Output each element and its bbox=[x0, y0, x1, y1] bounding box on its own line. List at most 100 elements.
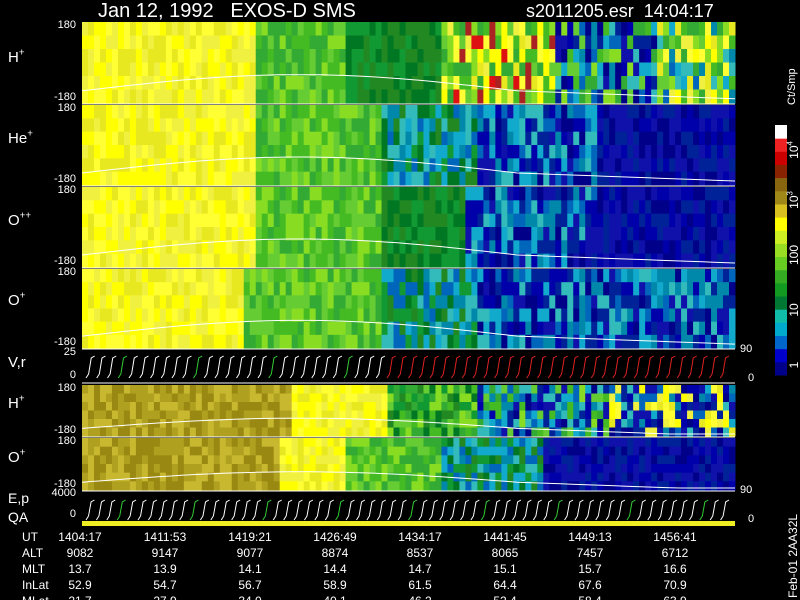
spectrogram-cell bbox=[579, 438, 586, 448]
spectrogram-cell bbox=[225, 402, 233, 411]
spectrogram-cell bbox=[375, 269, 383, 283]
spectrogram-cell bbox=[189, 446, 197, 456]
spectrogram-cell bbox=[465, 481, 472, 491]
spectrogram-cell bbox=[411, 295, 418, 309]
spectrogram-cell bbox=[705, 321, 712, 336]
spectrogram-cell bbox=[135, 227, 143, 241]
spectrogram-cell bbox=[369, 240, 377, 255]
spectrogram-cell bbox=[507, 227, 514, 241]
spectrogram-cell bbox=[123, 22, 131, 36]
spectrogram-cell bbox=[225, 187, 233, 201]
spectrogram-cell bbox=[261, 213, 269, 228]
spectrogram-cell bbox=[231, 393, 239, 403]
spectrogram-cell bbox=[519, 105, 526, 119]
spectrogram-cell bbox=[213, 321, 221, 336]
spectrogram-cell bbox=[357, 308, 365, 323]
sawtooth bbox=[595, 499, 605, 521]
spectrogram-cell bbox=[585, 427, 592, 437]
spectrogram-cell bbox=[579, 321, 586, 336]
spectrogram-cell bbox=[585, 105, 592, 119]
spectrogram-cell bbox=[207, 481, 215, 491]
spectrogram-cell bbox=[693, 321, 700, 336]
spectrogram-cell bbox=[123, 240, 131, 255]
spectrogram-cell bbox=[573, 118, 580, 133]
spectrogram-cell bbox=[495, 22, 502, 36]
spectrogram-cell bbox=[621, 22, 628, 36]
ephemeris-value: 9077 bbox=[237, 546, 264, 560]
spectrogram-cell bbox=[687, 253, 694, 268]
spectrogram-cell bbox=[519, 35, 526, 50]
spectrogram-cell bbox=[717, 89, 724, 104]
sawtooth bbox=[158, 499, 168, 521]
spectrogram-cell bbox=[279, 62, 287, 77]
spectrogram-cell bbox=[111, 419, 119, 428]
spectrogram-cell bbox=[255, 321, 263, 336]
spectrogram-cell bbox=[315, 118, 323, 133]
spectrogram-cell bbox=[555, 200, 562, 215]
spectrogram-cell bbox=[171, 334, 179, 349]
spectrogram-cell bbox=[213, 269, 221, 283]
spectrogram-cell bbox=[165, 35, 173, 50]
spectrogram-cell bbox=[561, 35, 568, 50]
spectrogram-cell bbox=[399, 427, 407, 437]
spectrogram-cell bbox=[435, 282, 442, 296]
spectrogram-cell bbox=[489, 187, 496, 201]
spectrogram-cell bbox=[597, 419, 604, 428]
spectrogram-cell bbox=[513, 438, 520, 448]
spectrogram-cell bbox=[393, 240, 401, 255]
spectrogram-cell bbox=[429, 438, 436, 448]
spectrogram-cell bbox=[399, 472, 407, 482]
spectrogram-cell bbox=[429, 334, 436, 349]
spectrogram-cell bbox=[327, 334, 335, 349]
spectrogram-cell bbox=[561, 438, 568, 448]
spectrogram-cell bbox=[153, 227, 161, 241]
spectrogram-cell bbox=[165, 282, 173, 296]
spectrogram-cell bbox=[375, 385, 383, 394]
spectrogram-cell bbox=[627, 49, 634, 63]
spectrogram-cell bbox=[111, 410, 119, 420]
sawtooth bbox=[314, 499, 324, 521]
spectrogram-cell bbox=[561, 410, 568, 420]
spectrogram-cell bbox=[165, 105, 173, 119]
spectrogram-cell bbox=[195, 464, 203, 474]
spectrogram-cell bbox=[195, 200, 203, 215]
spectrogram-cell bbox=[429, 402, 436, 411]
spectrogram-cell bbox=[171, 385, 179, 394]
spectrogram-cell bbox=[375, 282, 383, 296]
spectrogram-cell bbox=[87, 227, 95, 241]
spectrogram-cell bbox=[429, 76, 436, 90]
spectrogram-cell bbox=[639, 427, 646, 437]
spectrogram-cell bbox=[723, 269, 730, 283]
spectrogram-cell bbox=[435, 393, 442, 403]
spectrogram-cell bbox=[345, 402, 353, 411]
spectrogram-cell bbox=[82, 240, 89, 255]
spectrogram-cell bbox=[255, 213, 263, 228]
spectrogram-cell bbox=[543, 410, 550, 420]
spectrogram-cell bbox=[723, 118, 730, 133]
spectrogram-cell bbox=[585, 419, 592, 428]
spectrogram-cell bbox=[261, 419, 269, 428]
spectrogram-cell bbox=[141, 455, 149, 465]
spectrogram-cell bbox=[489, 393, 496, 403]
spectrogram-cell bbox=[579, 385, 586, 394]
spectrogram-cell bbox=[237, 171, 245, 186]
spectrogram-cell bbox=[693, 22, 700, 36]
spectrogram-cell bbox=[525, 49, 532, 63]
spectrogram-cell bbox=[153, 187, 161, 201]
spectrogram-cell bbox=[189, 321, 197, 336]
spectrogram-cell bbox=[603, 385, 610, 394]
spectrogram-cell bbox=[519, 253, 526, 268]
spectrogram-cell bbox=[267, 402, 275, 411]
spectrogram-cell bbox=[399, 295, 407, 309]
spectrogram-cell bbox=[231, 76, 239, 90]
spectrogram-cell bbox=[225, 35, 233, 50]
spectrogram-cell bbox=[597, 22, 604, 36]
spectrogram-cell bbox=[237, 200, 245, 215]
spectrogram-cell bbox=[621, 62, 628, 77]
spectrogram-cell bbox=[675, 158, 682, 173]
spectrogram-cell bbox=[675, 438, 682, 448]
spectrogram-cell bbox=[99, 76, 107, 90]
spectrogram-cell bbox=[129, 35, 137, 50]
spectrogram-cell bbox=[459, 446, 466, 456]
spectrogram-cell bbox=[663, 158, 670, 173]
